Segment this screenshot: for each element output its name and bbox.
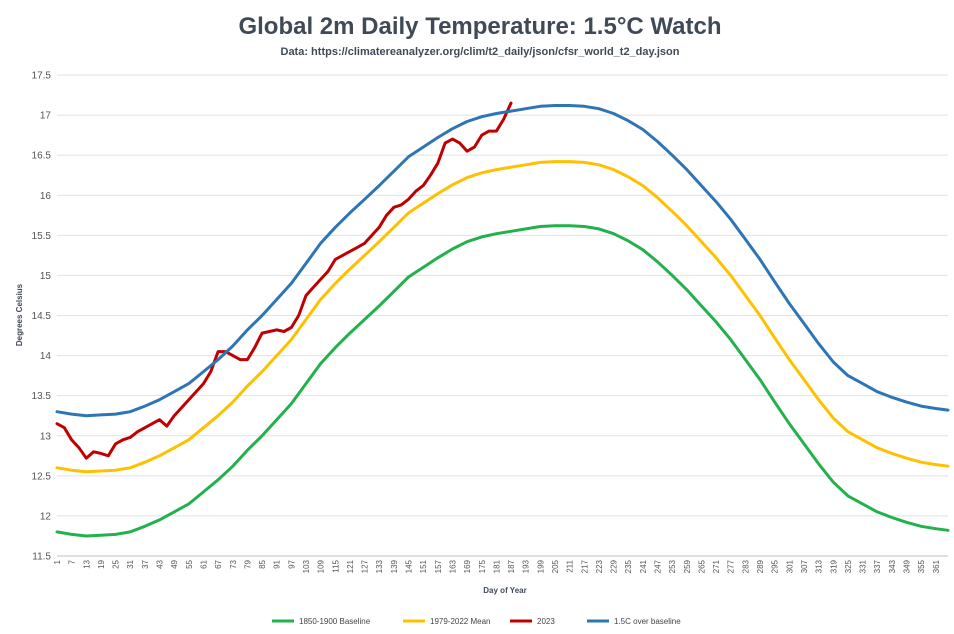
y-tick-label: 16.5 bbox=[32, 151, 52, 162]
x-tick-label: 37 bbox=[141, 559, 150, 568]
series-line-2 bbox=[55, 101, 513, 460]
x-tick-label: 295 bbox=[771, 559, 780, 573]
legend-label-0: 1850-1900 Baseline bbox=[299, 617, 371, 626]
x-tick-label: 115 bbox=[331, 559, 340, 572]
y-tick-label: 13.5 bbox=[32, 391, 52, 402]
series-lines bbox=[55, 101, 950, 538]
x-tick-label: 133 bbox=[375, 559, 384, 573]
x-tick-label: 277 bbox=[727, 559, 736, 573]
x-tick-label: 145 bbox=[405, 559, 414, 573]
y-axis-label: Degrees Celsius bbox=[15, 283, 24, 346]
x-tick-label: 319 bbox=[829, 559, 838, 573]
y-tick-label: 17 bbox=[40, 111, 52, 122]
x-tick-label: 301 bbox=[785, 559, 794, 573]
x-tick-label: 337 bbox=[873, 559, 882, 573]
x-tick-label: 241 bbox=[639, 559, 648, 573]
x-tick-label: 1 bbox=[53, 559, 62, 564]
x-tick-label: 349 bbox=[903, 559, 912, 573]
x-tick-label: 205 bbox=[551, 559, 560, 573]
legend-label-3: 1.5C over baseline bbox=[614, 617, 681, 626]
x-tick-label: 313 bbox=[815, 559, 824, 573]
x-tick-label: 181 bbox=[492, 559, 501, 573]
x-tick-label: 187 bbox=[507, 559, 516, 573]
y-tick-label: 15.5 bbox=[32, 231, 52, 242]
x-tick-label: 139 bbox=[390, 559, 399, 573]
series-line-1 bbox=[55, 160, 950, 474]
x-tick-label: 199 bbox=[536, 559, 545, 573]
x-tick-label: 361 bbox=[932, 559, 941, 573]
x-axis-ticks: 1 7 13 19 25 31 37 43 49 55 61 67 73 79 85 91 97 103 109 11… bbox=[53, 559, 941, 573]
x-tick-label: 19 bbox=[97, 559, 106, 568]
y-tick-label: 16 bbox=[40, 191, 52, 202]
y-tick-label: 15 bbox=[40, 271, 52, 282]
x-tick-label: 169 bbox=[463, 559, 472, 573]
x-tick-label: 223 bbox=[595, 559, 604, 573]
y-tick-label: 14 bbox=[40, 351, 52, 362]
x-tick-label: 109 bbox=[317, 559, 326, 573]
x-tick-label: 43 bbox=[156, 559, 165, 568]
legend: 1850-1900 Baseline 1979-2022 Mean 2023 1.5C… bbox=[272, 617, 681, 626]
x-tick-label: 79 bbox=[243, 559, 252, 568]
y-tick-label: 17.5 bbox=[32, 71, 52, 82]
y-tick-label: 11.5 bbox=[32, 552, 51, 563]
x-tick-label: 55 bbox=[185, 559, 194, 568]
x-tick-label: 283 bbox=[741, 559, 750, 573]
legend-label-2: 2023 bbox=[537, 617, 555, 626]
x-tick-label: 265 bbox=[697, 559, 706, 573]
x-tick-label: 73 bbox=[229, 559, 238, 568]
x-tick-label: 49 bbox=[170, 559, 179, 568]
series-line-0 bbox=[55, 224, 950, 538]
x-tick-label: 97 bbox=[287, 559, 296, 568]
x-tick-label: 7 bbox=[68, 559, 77, 564]
x-tick-label: 343 bbox=[888, 559, 897, 573]
x-tick-label: 193 bbox=[522, 559, 531, 573]
y-axis-ticks: 11.5 12 12.5 13 13.5 14 14.5 15 15.5 16 16.5 17 17.5 bbox=[32, 71, 52, 563]
chart-subtitle: Data: https://climatereanalyzer.org/clim… bbox=[281, 46, 680, 58]
y-tick-label: 14.5 bbox=[32, 311, 52, 322]
x-tick-label: 163 bbox=[448, 559, 457, 573]
x-tick-label: 235 bbox=[624, 559, 633, 573]
legend-label-1: 1979-2022 Mean bbox=[430, 617, 491, 626]
x-tick-label: 175 bbox=[478, 559, 487, 573]
x-tick-label: 127 bbox=[361, 559, 370, 573]
x-tick-label: 157 bbox=[434, 559, 443, 573]
x-tick-label: 13 bbox=[82, 559, 91, 568]
x-tick-label: 91 bbox=[273, 559, 282, 568]
x-tick-label: 85 bbox=[258, 559, 267, 568]
x-tick-label: 61 bbox=[199, 559, 208, 568]
x-tick-label: 289 bbox=[756, 559, 765, 573]
x-tick-label: 247 bbox=[654, 559, 663, 573]
x-tick-label: 253 bbox=[668, 559, 677, 573]
y-tick-label: 12 bbox=[40, 511, 52, 522]
x-tick-label: 271 bbox=[712, 559, 721, 573]
x-tick-label: 151 bbox=[419, 559, 428, 573]
x-tick-label: 67 bbox=[214, 559, 223, 568]
chart-title: Global 2m Daily Temperature: 1.5°C Watch bbox=[238, 13, 721, 40]
x-tick-label: 331 bbox=[859, 559, 868, 573]
x-axis-label: Day of Year bbox=[483, 586, 526, 595]
x-tick-label: 211 bbox=[566, 559, 575, 572]
x-tick-label: 325 bbox=[844, 559, 853, 573]
x-tick-label: 229 bbox=[610, 559, 619, 573]
x-tick-label: 121 bbox=[346, 559, 355, 573]
x-tick-label: 217 bbox=[580, 559, 589, 573]
x-tick-label: 25 bbox=[112, 559, 121, 568]
x-tick-label: 355 bbox=[917, 559, 926, 573]
y-tick-label: 12.5 bbox=[32, 471, 52, 482]
series-line-3 bbox=[55, 104, 950, 418]
gridlines bbox=[57, 74, 948, 557]
x-tick-label: 103 bbox=[302, 559, 311, 573]
x-tick-label: 31 bbox=[126, 559, 135, 568]
x-tick-label: 307 bbox=[800, 559, 809, 573]
x-tick-label: 259 bbox=[683, 559, 692, 573]
y-tick-label: 13 bbox=[40, 431, 52, 442]
